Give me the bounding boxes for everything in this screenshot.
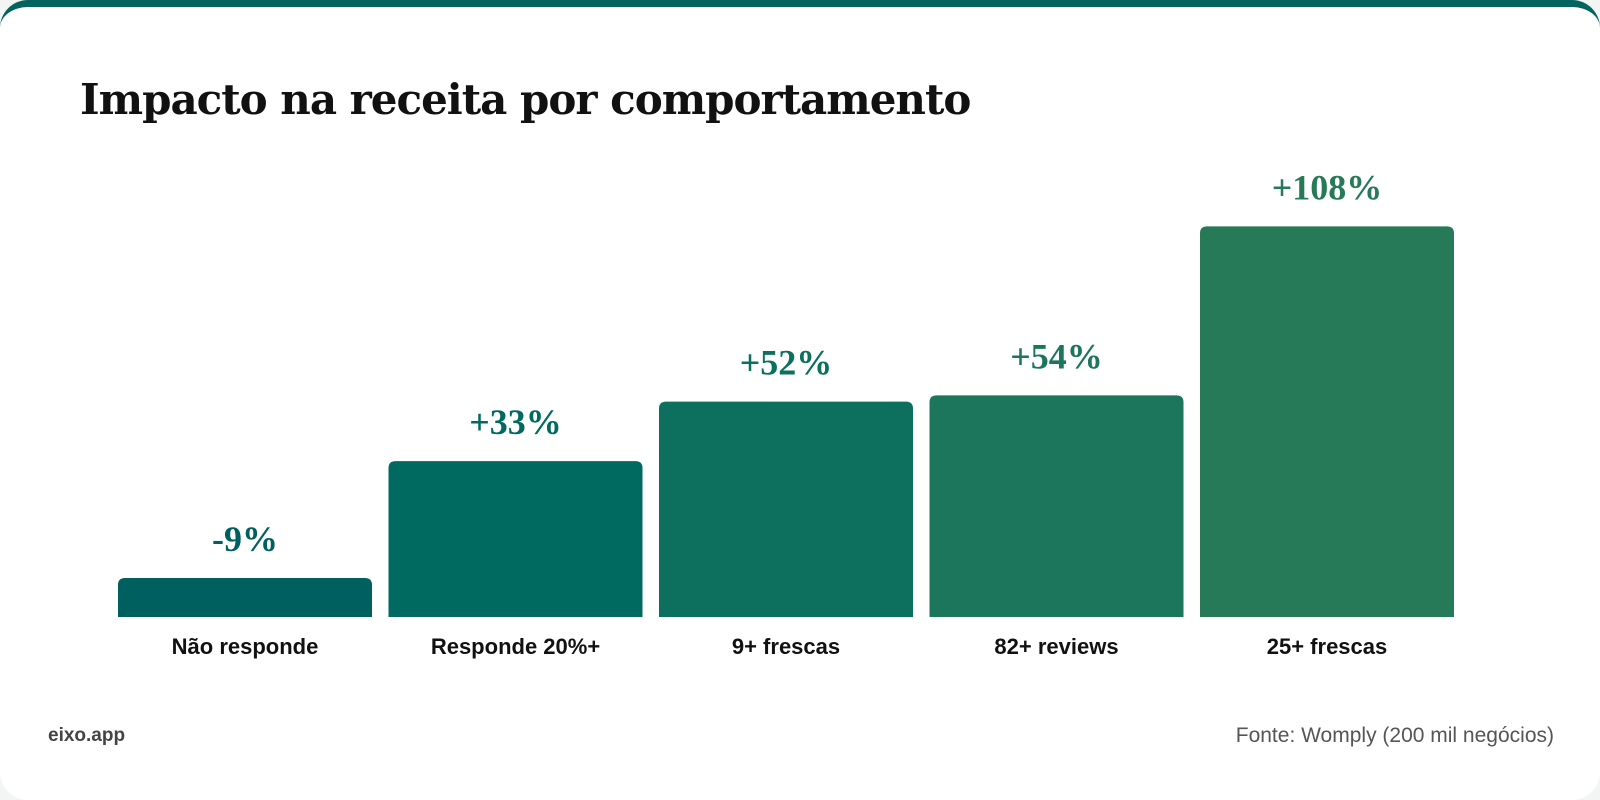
bar xyxy=(388,461,643,617)
category-label: Responde 20%+ xyxy=(431,634,600,659)
source-label: Fonte: Womply (200 mil negócios) xyxy=(1235,724,1554,747)
data-label: +54% xyxy=(1010,336,1103,376)
bar xyxy=(1200,226,1454,618)
data-label: -9% xyxy=(212,519,278,559)
data-label: +52% xyxy=(740,343,833,383)
bar xyxy=(659,401,913,617)
category-label: 25+ frescas xyxy=(1267,634,1388,659)
brand-label: eixo.app xyxy=(48,725,126,746)
category-label: Não responde xyxy=(172,634,319,659)
data-label: +33% xyxy=(469,402,562,442)
category-label: 9+ frescas xyxy=(732,634,840,659)
category-label: 82+ reviews xyxy=(994,634,1118,659)
chart-title: Impacto na receita por comportamento xyxy=(80,75,971,124)
data-label: +108% xyxy=(1272,167,1383,207)
bar xyxy=(929,395,1184,617)
bar xyxy=(118,578,372,617)
